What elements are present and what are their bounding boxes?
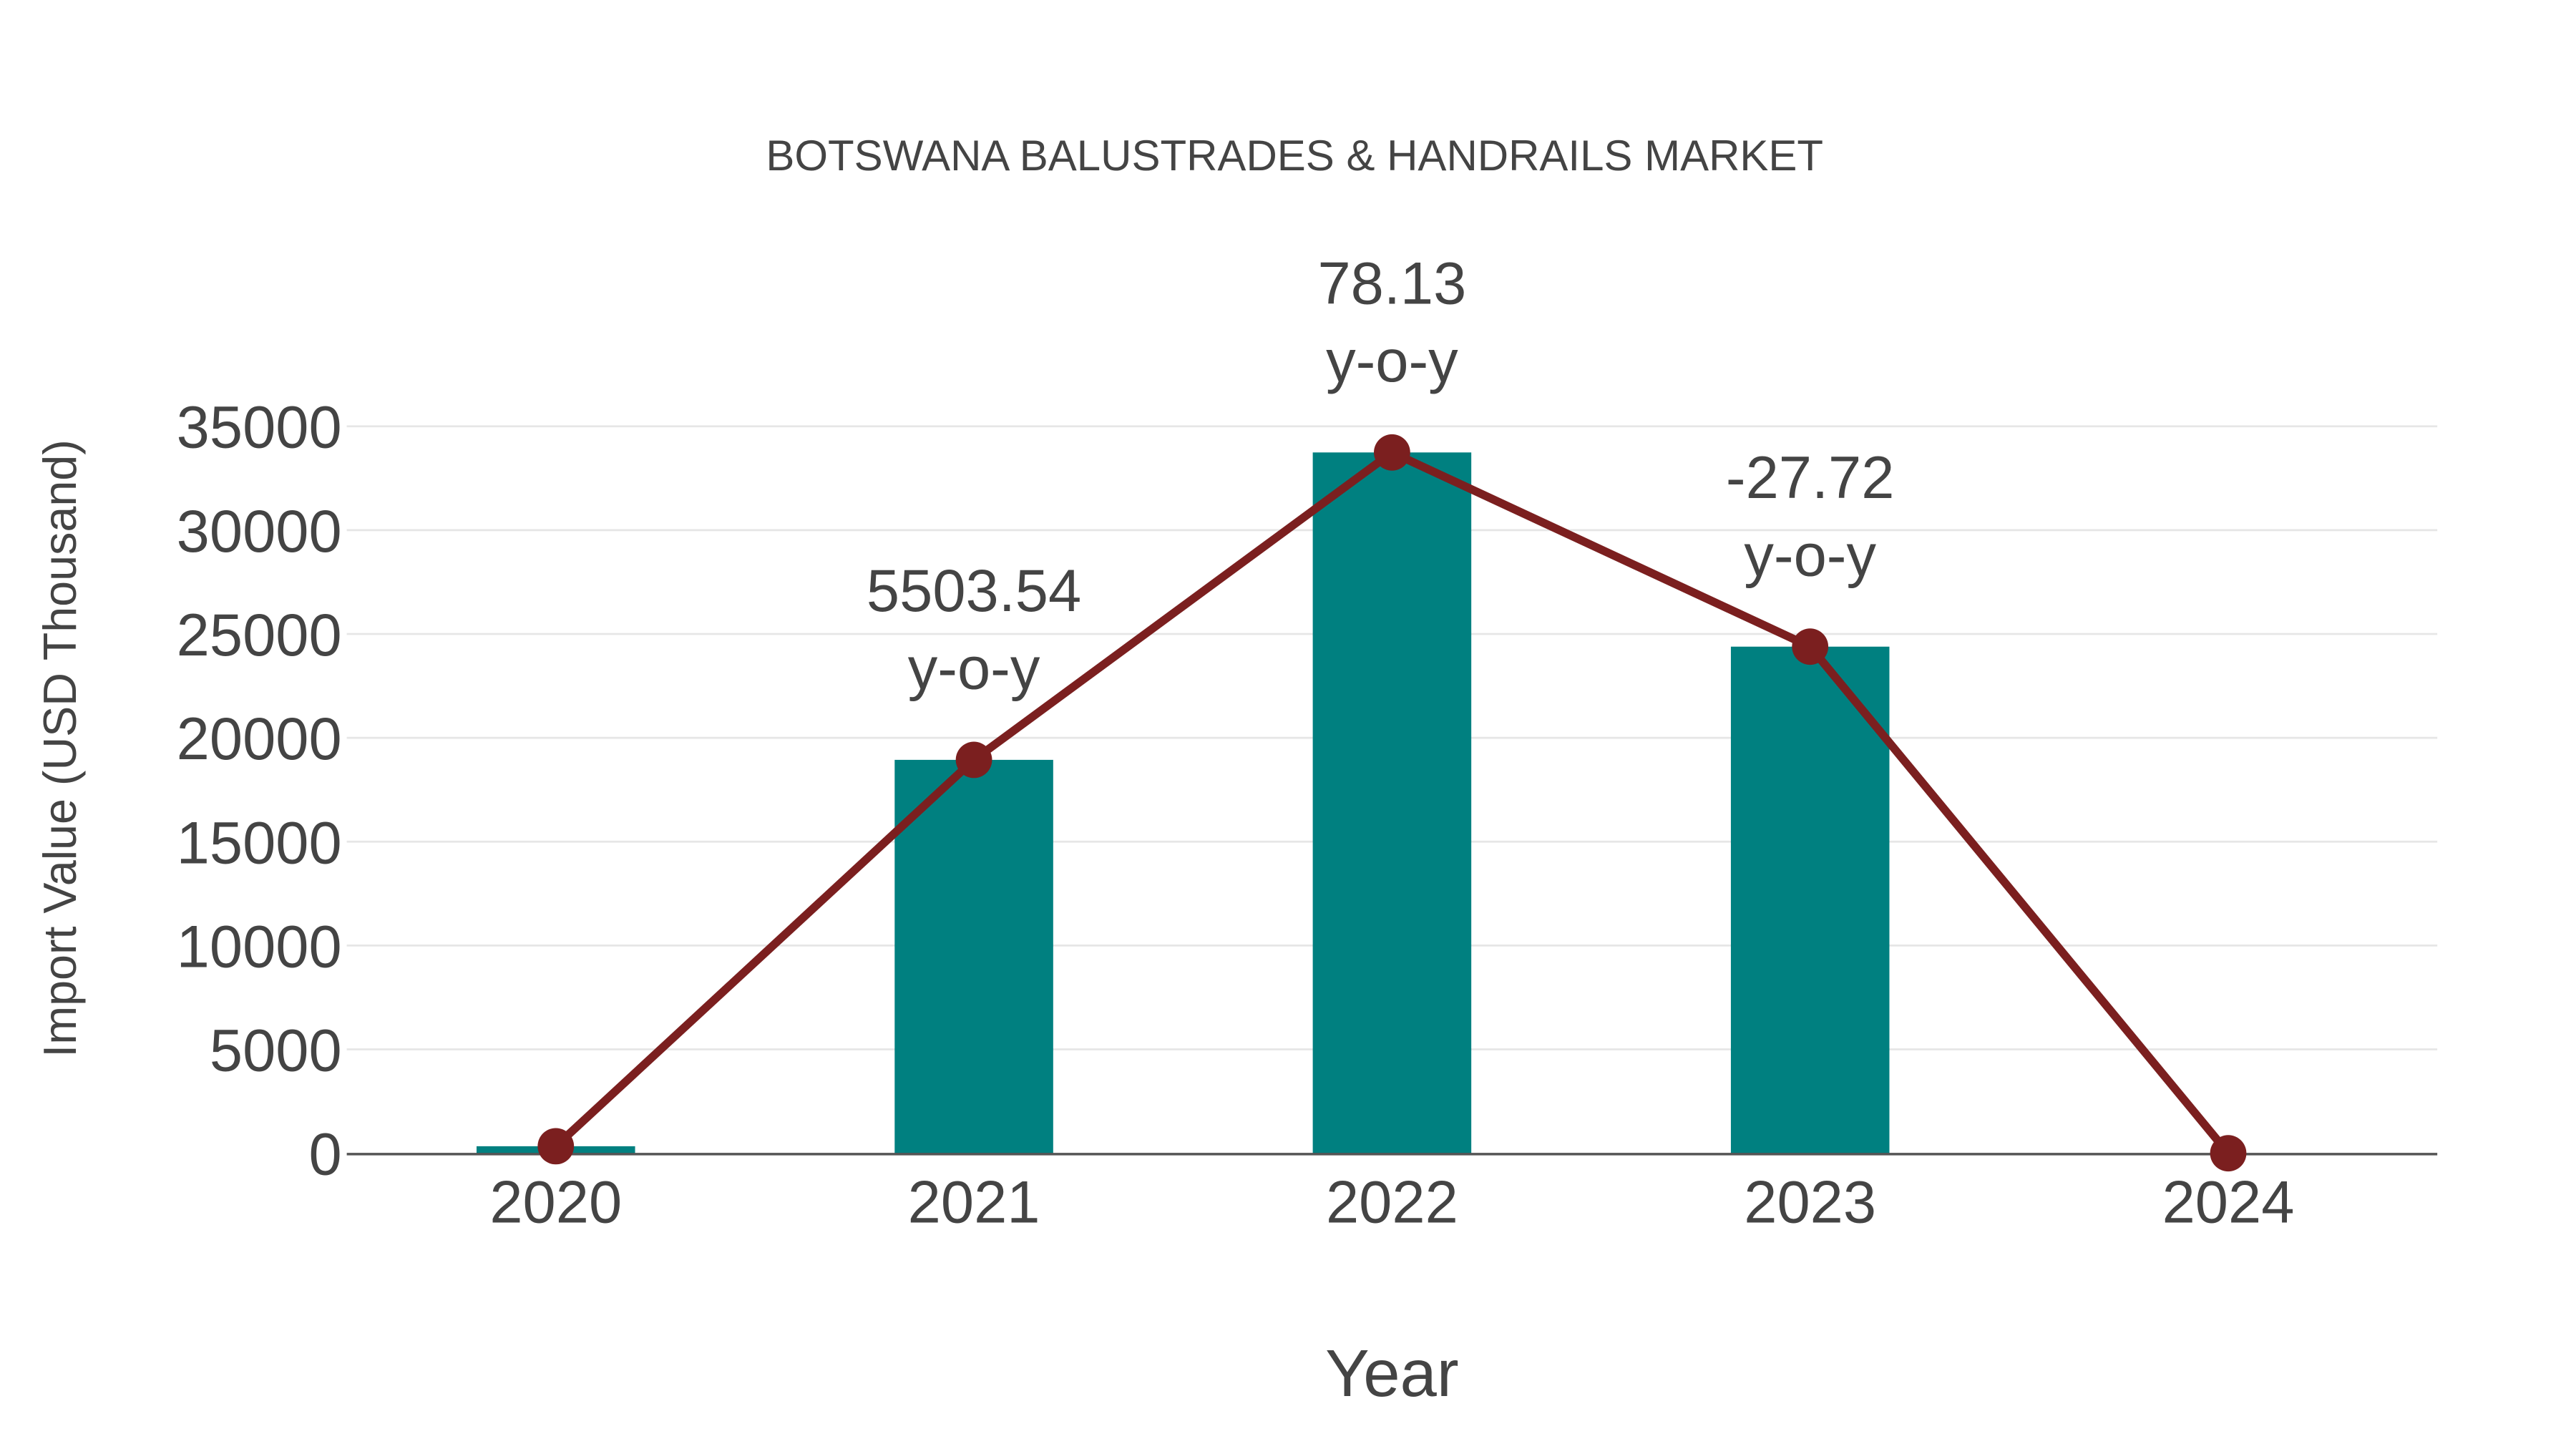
yoy-suffix: y-o-y (1326, 328, 1458, 394)
y-tick-label: 25000 (177, 602, 342, 668)
x-tick-label: 2023 (1744, 1169, 1876, 1236)
y-tick-label: 20000 (177, 706, 342, 772)
bars (477, 452, 1890, 1153)
trend-marker (1792, 628, 1829, 665)
y-tick-label: 5000 (210, 1018, 342, 1084)
bar-2022 (1312, 452, 1472, 1153)
trend-marker (955, 741, 992, 779)
x-axis-label: Year (1325, 1336, 1459, 1410)
y-tick-label: 0 (308, 1121, 341, 1188)
yoy-annotations: 5503.54 y-o-y 78.13 y-o-y -27.72 y-o-y (867, 250, 1895, 701)
trend-marker (2210, 1135, 2247, 1172)
yoy-suffix: y-o-y (1744, 522, 1876, 588)
trend-marker (1374, 434, 1410, 471)
x-tick-label: 2022 (1326, 1169, 1458, 1236)
y-tick-label: 15000 (177, 809, 342, 876)
trend-line (537, 434, 2247, 1172)
x-tick-label: 2021 (908, 1169, 1040, 1236)
yoy-value: 78.13 (1317, 250, 1466, 316)
x-tick-label: 2020 (489, 1169, 622, 1236)
y-axis-ticks: 0 5000 10000 15000 20000 25000 30000 35000 (177, 394, 342, 1188)
y-tick-label: 35000 (177, 394, 342, 461)
y-axis-label: Import Value (USD Thousand) (34, 439, 86, 1058)
x-axis-ticks: 2020 2021 2022 2023 2024 (489, 1169, 2294, 1236)
yoy-suffix: y-o-y (908, 635, 1040, 702)
yoy-value: 5503.54 (867, 557, 1081, 624)
x-tick-label: 2024 (2162, 1169, 2295, 1236)
y-tick-label: 10000 (177, 913, 342, 980)
trend-marker (537, 1128, 575, 1165)
yoy-value: -27.72 (1726, 444, 1895, 511)
bar-2021 (894, 759, 1053, 1153)
chart-title: BOTSWANA BALUSTRADES & HANDRAILS MARKET (766, 132, 1823, 180)
bar-2023 (1730, 646, 1890, 1153)
y-tick-label: 30000 (177, 498, 342, 565)
